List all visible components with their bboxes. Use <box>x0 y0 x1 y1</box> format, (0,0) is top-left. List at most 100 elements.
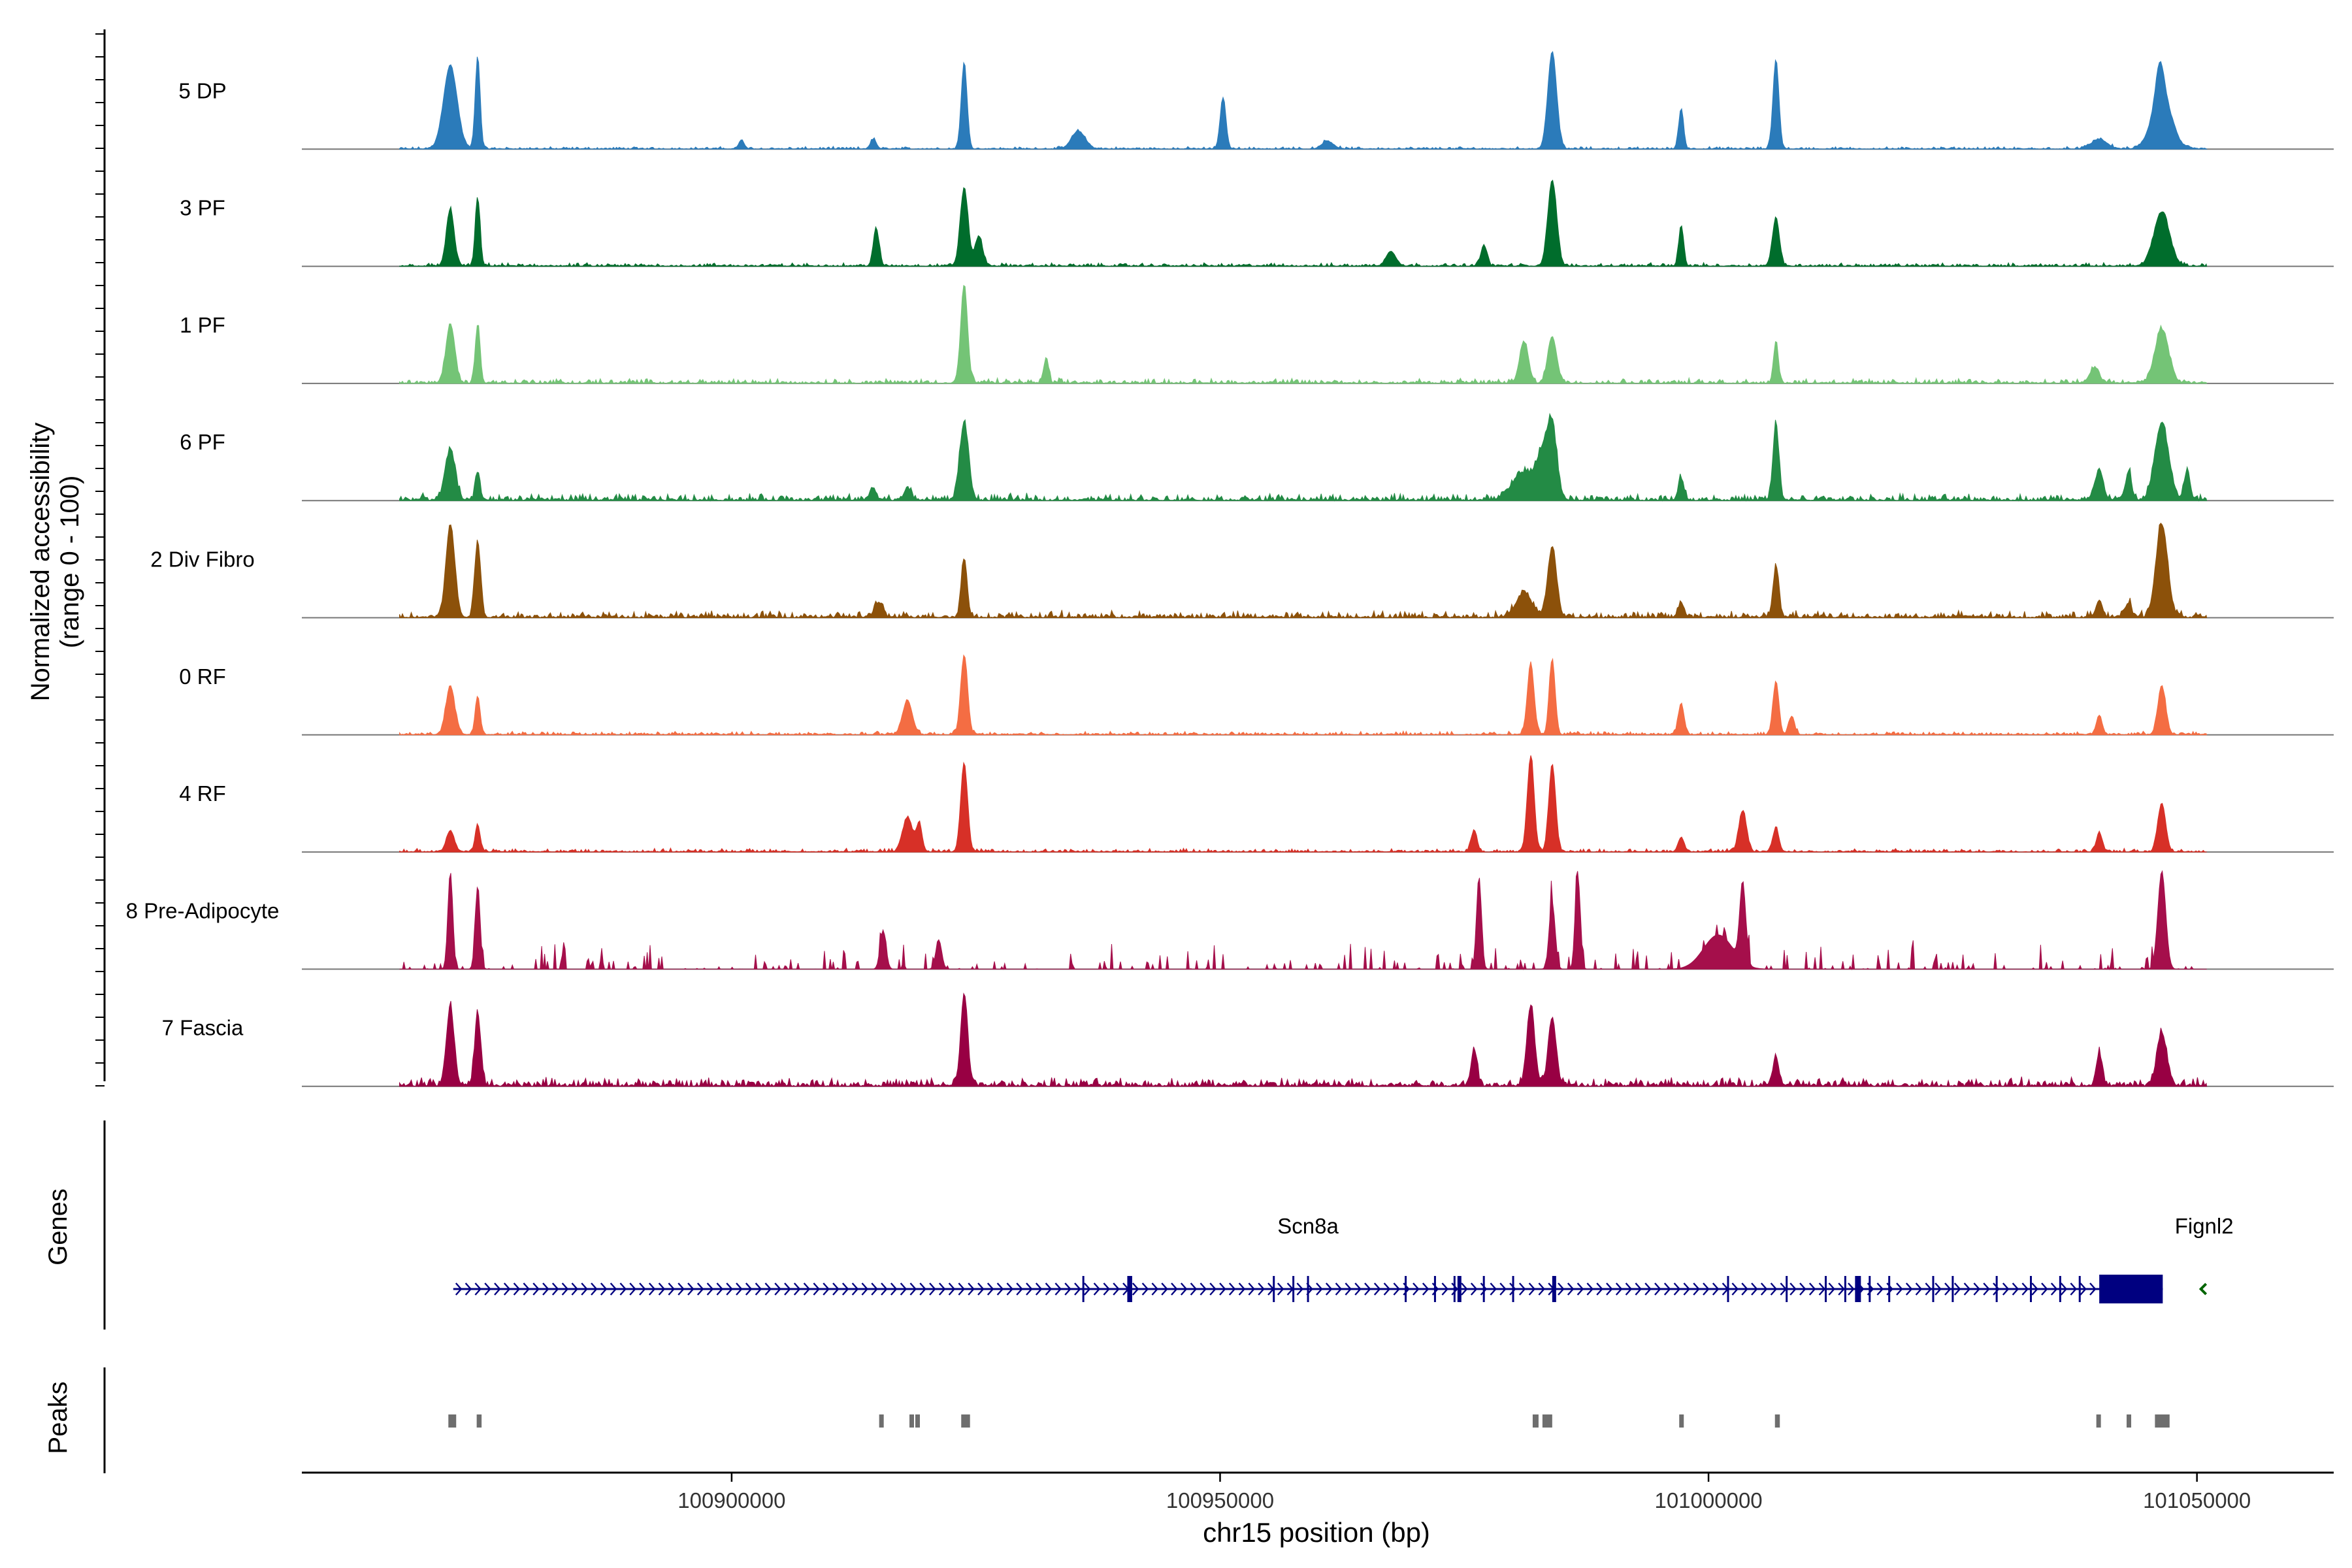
strand-arrow <box>1161 1282 1168 1296</box>
strand-arrow <box>1905 1282 1913 1296</box>
strand-arrow <box>551 1282 559 1296</box>
strand-arrow <box>1219 1282 1226 1296</box>
strand-arrow <box>639 1282 646 1296</box>
strand-arrow <box>1171 1282 1178 1296</box>
strand-arrow <box>1558 1282 1565 1296</box>
peak-region <box>1774 1414 1780 1428</box>
gene-exon-thick <box>2099 1275 2163 1303</box>
strand-arrow <box>803 1282 811 1296</box>
strand-arrow <box>1364 1282 1371 1296</box>
strand-arrow <box>1606 1282 1613 1296</box>
strand-arrow <box>1625 1282 1633 1296</box>
gene-annotation-track: Scn8a Fignl2 <box>103 1120 2234 1330</box>
coverage-area <box>399 284 2208 385</box>
peak-region <box>1542 1414 1552 1428</box>
coverage-area <box>399 654 2208 736</box>
track-4-rf: 4 RF <box>179 755 2334 853</box>
strand-arrow <box>571 1282 579 1296</box>
strand-arrow <box>1983 1282 1990 1296</box>
strand-arrow <box>2041 1282 2048 1296</box>
strand-arrow <box>861 1282 869 1296</box>
track-6-pf: 6 PF <box>180 412 2334 502</box>
strand-arrow <box>1935 1282 1942 1296</box>
strand-arrow <box>745 1282 753 1296</box>
strand-arrow <box>678 1282 685 1296</box>
strand-arrow <box>1654 1282 1661 1296</box>
strand-arrow <box>1818 1282 1826 1296</box>
gene-exon-thick <box>1457 1276 1462 1302</box>
strand-arrow <box>1848 1282 1855 1296</box>
strand-arrow <box>1518 1282 1526 1296</box>
coverage-area <box>399 523 2208 619</box>
strand-arrow <box>919 1282 926 1296</box>
strand-arrow <box>774 1282 781 1296</box>
strand-arrow <box>696 1282 704 1296</box>
strand-arrow <box>1238 1282 1246 1296</box>
strand-arrow <box>1712 1282 1720 1296</box>
gene-name-label: Fignl2 <box>2175 1214 2234 1238</box>
strand-arrow <box>648 1282 656 1296</box>
coverage-area <box>399 870 2207 971</box>
x-tick-label: 101050000 <box>2143 1488 2251 1512</box>
strand-arrow <box>958 1282 966 1296</box>
track-label: 8 Pre-Adipocyte <box>126 898 280 923</box>
y-axis-label-line-2: (range 0 - 100) <box>56 476 84 649</box>
strand-arrow <box>1760 1282 1768 1296</box>
strand-arrow <box>2060 1282 2068 1296</box>
strand-arrow <box>793 1282 801 1296</box>
strand-arrow <box>1944 1282 1952 1296</box>
strand-arrow <box>706 1282 714 1296</box>
strand-arrow <box>851 1282 859 1296</box>
strand-arrow <box>1113 1282 1120 1296</box>
strand-arrow <box>1828 1282 1836 1296</box>
gene-exon-thick <box>1855 1276 1861 1302</box>
strand-arrow <box>1422 1282 1429 1296</box>
strand-arrow <box>465 1282 472 1296</box>
track-label: 3 PF <box>180 196 225 220</box>
strand-arrow <box>1074 1282 1081 1296</box>
genes-panel-label: Genes <box>44 1188 73 1266</box>
strand-arrow <box>523 1282 531 1296</box>
strand-arrow <box>629 1282 636 1296</box>
strand-arrow <box>1596 1282 1603 1296</box>
track-label: 4 RF <box>179 781 226 806</box>
strand-arrow <box>726 1282 733 1296</box>
peak-region <box>1532 1414 1539 1428</box>
peak-track <box>103 1367 2170 1473</box>
strand-arrow <box>1345 1282 1352 1296</box>
strand-arrow <box>929 1282 936 1296</box>
peak-region <box>879 1414 884 1428</box>
strand-arrow <box>474 1282 482 1296</box>
x-axis: 100900000 100950000 101000000 101050000 <box>302 1471 2334 1512</box>
coverage-area <box>399 180 2208 267</box>
strand-arrow <box>581 1282 588 1296</box>
strand-arrow <box>591 1282 598 1296</box>
strand-arrow <box>1741 1282 1748 1296</box>
strand-arrow <box>1499 1282 1507 1296</box>
strand-arrow <box>1953 1282 1961 1296</box>
strand-arrow <box>1576 1282 1584 1296</box>
track-3-pf: 3 PF <box>180 180 2334 267</box>
strand-arrow <box>1838 1282 1845 1296</box>
strand-arrow <box>1393 1282 1401 1296</box>
strand-arrow <box>1103 1282 1111 1296</box>
strand-arrow <box>1354 1282 1362 1296</box>
strand-arrow <box>1325 1282 1333 1296</box>
strand-arrow <box>1490 1282 1497 1296</box>
track-label: 5 DP <box>178 78 226 103</box>
strand-arrow <box>1373 1282 1381 1296</box>
peak-region <box>909 1414 915 1428</box>
strand-arrow <box>494 1282 501 1296</box>
strand-arrow <box>1683 1282 1691 1296</box>
strand-arrow <box>1277 1282 1284 1296</box>
strand-arrow <box>1132 1282 1139 1296</box>
strand-arrow <box>1509 1282 1516 1296</box>
track-2-div-fibro: 2 Div Fibro <box>150 523 2334 619</box>
strand-arrow <box>938 1282 946 1296</box>
strand-arrow <box>1693 1282 1700 1296</box>
strand-arrow <box>1248 1282 1256 1296</box>
strand-arrow <box>1083 1282 1091 1296</box>
track-8-pre-adipocyte: 8 Pre-Adipocyte <box>126 870 2334 971</box>
strand-arrow <box>1896 1282 1903 1296</box>
